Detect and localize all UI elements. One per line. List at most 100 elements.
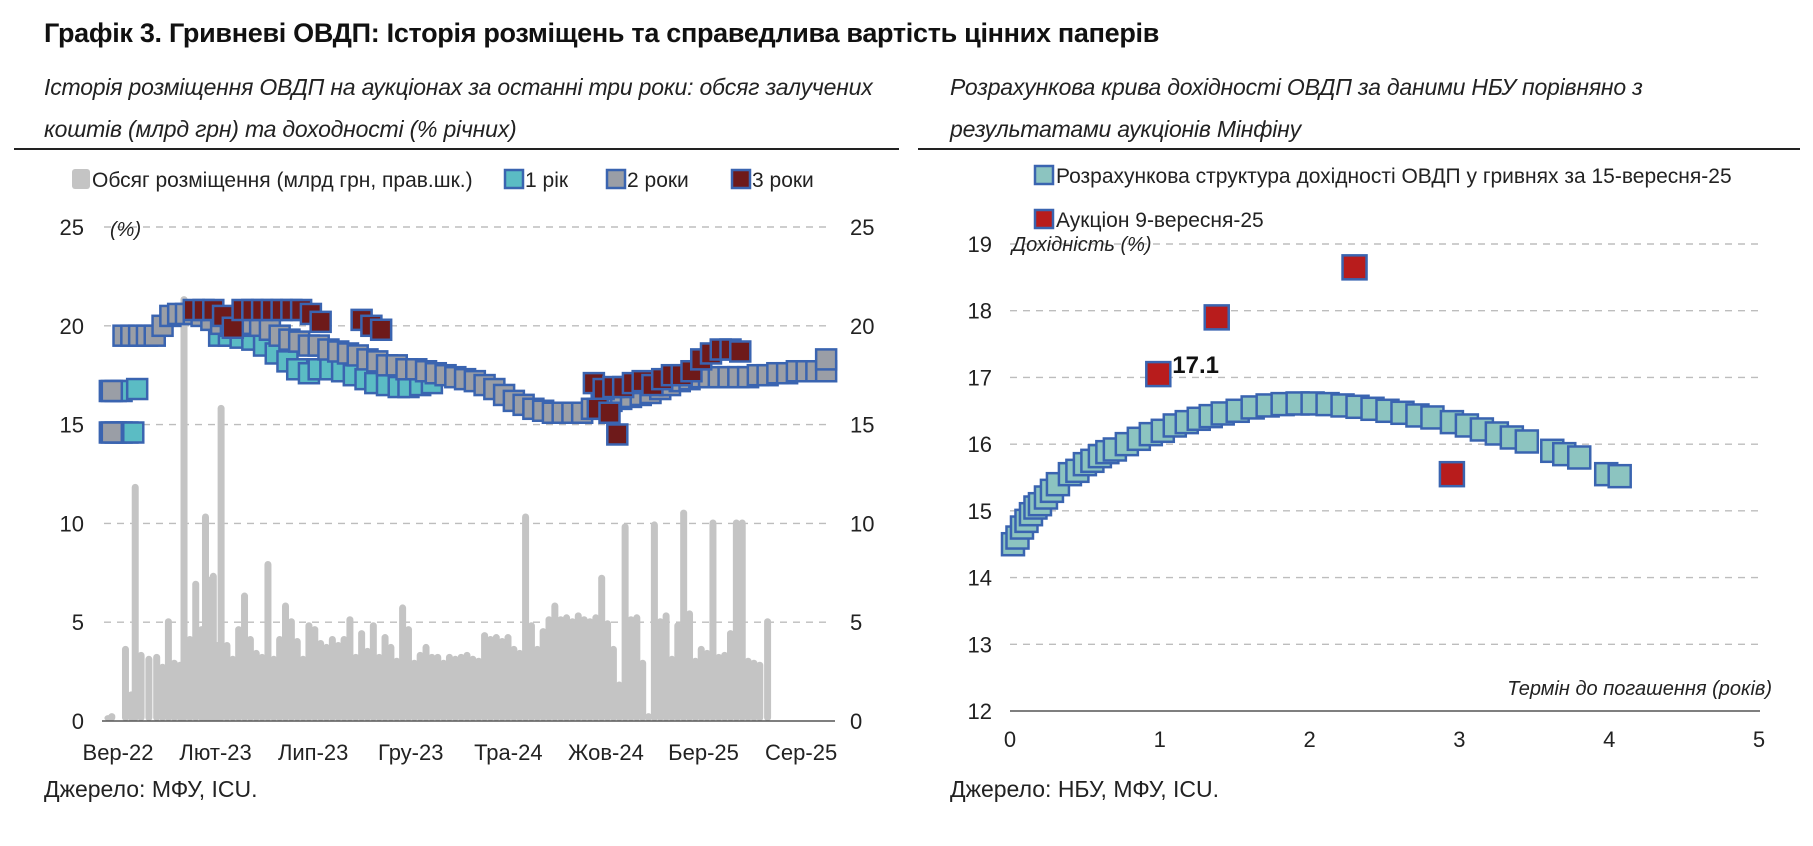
right-y-axis-label: Дохідність (%) bbox=[1010, 234, 1152, 256]
volume-bar bbox=[539, 628, 547, 721]
volume-bar bbox=[604, 620, 612, 721]
volume-bar bbox=[299, 655, 307, 721]
volume-bar bbox=[358, 630, 366, 721]
auction-point bbox=[1438, 460, 1466, 488]
volume-bar bbox=[180, 296, 188, 721]
volume-bar bbox=[276, 636, 284, 721]
x-tick-label: 0 bbox=[1004, 727, 1016, 752]
volume-bar bbox=[504, 634, 512, 721]
volume-bars bbox=[104, 296, 772, 721]
left-chart: 0 5 10 15 20 25 0 5 10 15 20 25 Вер-22 Лют-23 Лип-23… bbox=[60, 168, 874, 765]
volume-bar bbox=[463, 651, 471, 721]
legend-swatch-y3 bbox=[730, 168, 752, 190]
volume-bar bbox=[434, 653, 442, 721]
volume-bar bbox=[399, 604, 407, 721]
volume-bar bbox=[334, 641, 342, 721]
volume-bar bbox=[258, 653, 266, 721]
volume-bar bbox=[108, 713, 116, 721]
volume-bar bbox=[533, 645, 541, 721]
legend-swatch-y1 bbox=[503, 168, 525, 190]
volume-bar bbox=[615, 681, 623, 721]
volume-bar bbox=[241, 592, 249, 721]
volume-bar bbox=[223, 641, 231, 721]
volume-bar bbox=[662, 612, 670, 721]
volume-bar bbox=[522, 513, 530, 721]
volume-bar bbox=[469, 655, 477, 721]
x-tick-label: Лют-23 bbox=[179, 740, 251, 765]
auction-point bbox=[1145, 360, 1172, 388]
legend-label: 1 рік bbox=[525, 169, 569, 192]
y-tick-label: 25 bbox=[60, 215, 84, 240]
x-tick-label: 1 bbox=[1154, 727, 1166, 752]
volume-bar bbox=[440, 659, 448, 721]
yield-marker-y2 bbox=[100, 421, 124, 444]
volume-bar bbox=[340, 636, 348, 721]
volume-bar bbox=[252, 649, 260, 721]
volume-bar bbox=[592, 614, 600, 721]
y2-tick-label: 5 bbox=[850, 610, 862, 635]
volume-bar bbox=[580, 616, 588, 721]
volume-bar bbox=[428, 653, 436, 721]
yield-markers bbox=[98, 298, 838, 446]
x-tick-label: 4 bbox=[1603, 727, 1615, 752]
volume-bar bbox=[287, 618, 295, 721]
left-y-ticks: 0 5 10 15 20 25 bbox=[60, 215, 84, 734]
volume-bar bbox=[305, 622, 313, 721]
yield-marker-y3 bbox=[729, 340, 752, 363]
volume-bar bbox=[633, 614, 641, 721]
y-tick-label: 12 bbox=[968, 699, 992, 724]
yield-marker-y1 bbox=[122, 421, 145, 444]
volume-bar bbox=[750, 659, 758, 721]
y-tick-label: 15 bbox=[968, 499, 992, 524]
volume-bar bbox=[680, 509, 688, 721]
volume-bar bbox=[732, 519, 740, 721]
y-tick-label: 17 bbox=[968, 365, 992, 390]
volume-bar bbox=[229, 655, 237, 721]
volume-bar bbox=[645, 713, 653, 721]
volume-bar bbox=[738, 519, 746, 721]
left-y-unit-label: (%) bbox=[110, 219, 141, 241]
y2-tick-label: 25 bbox=[850, 215, 874, 240]
volume-bar bbox=[510, 645, 518, 721]
y-tick-label: 19 bbox=[968, 232, 992, 257]
volume-bar bbox=[486, 636, 494, 721]
volume-bar bbox=[246, 636, 254, 721]
yield-marker-y3 bbox=[606, 423, 629, 446]
volume-bar bbox=[322, 643, 330, 721]
volume-bar bbox=[369, 622, 377, 721]
volume-bar bbox=[328, 636, 336, 721]
volume-bar bbox=[586, 618, 594, 721]
volume-bar bbox=[457, 653, 465, 721]
y-tick-label: 18 bbox=[968, 299, 992, 324]
volume-bar bbox=[557, 616, 565, 721]
y2-tick-label: 0 bbox=[850, 709, 862, 734]
volume-bar bbox=[621, 523, 629, 721]
volume-bar bbox=[721, 651, 729, 721]
right-divider bbox=[918, 148, 1800, 150]
volume-bar bbox=[656, 618, 664, 721]
volume-bar bbox=[516, 649, 524, 721]
curve-point bbox=[1566, 445, 1592, 470]
volume-bar bbox=[727, 630, 735, 721]
volume-bar bbox=[416, 651, 424, 721]
volume-bar bbox=[404, 626, 412, 721]
volume-bar bbox=[192, 580, 200, 721]
left-y2-ticks: 0 5 10 15 20 25 bbox=[850, 215, 874, 734]
legend-label: Розрахункова структура дохідності ОВДП у… bbox=[1056, 165, 1732, 188]
right-scatter-points bbox=[1000, 254, 1632, 557]
auction-value-label: 17.1 bbox=[1172, 352, 1219, 379]
volume-bar bbox=[627, 616, 635, 721]
volume-bar bbox=[381, 634, 389, 721]
volume-bar bbox=[317, 639, 325, 721]
x-tick-label: Гру-23 bbox=[378, 740, 443, 765]
left-source-note: Джерело: МФУ, ICU. bbox=[44, 776, 258, 802]
volume-bar bbox=[609, 645, 617, 721]
legend-swatch-volume bbox=[72, 169, 90, 189]
yield-marker-y3 bbox=[309, 310, 332, 334]
volume-bar bbox=[527, 622, 535, 721]
right-source-note: Джерело: НБУ, МФУ, ICU. bbox=[950, 776, 1220, 802]
volume-bar bbox=[346, 616, 354, 721]
legend-swatch-y2 bbox=[605, 168, 627, 190]
volume-bar bbox=[293, 638, 301, 721]
